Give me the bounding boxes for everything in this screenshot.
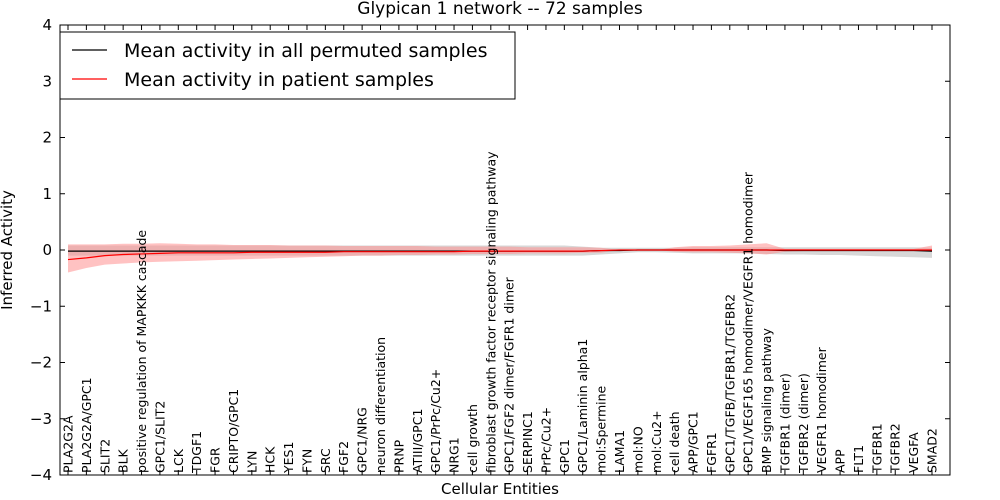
y-tick-label: 0 [42, 241, 52, 259]
category-label: GPC1/Laminin alpha1 [575, 339, 590, 473]
y-tick-label: 3 [42, 72, 52, 90]
category-label: LCK [171, 448, 186, 473]
category-label: GPC1/PrPc/Cu2+ [428, 369, 443, 473]
legend-label: Mean activity in all permuted samples [124, 40, 487, 62]
category-label: FGR [208, 447, 223, 473]
category-label: FGFR1 [704, 432, 719, 473]
category-label: BLK [116, 448, 131, 473]
y-tick-label: 1 [42, 185, 52, 203]
category-label: SLIT2 [97, 439, 112, 473]
legend: Mean activity in all permuted samples Mea… [59, 31, 516, 100]
category-label: SRC [318, 448, 333, 473]
category-label: positive regulation of MAPKKK cascade [134, 230, 149, 473]
category-label: FLT1 [851, 445, 866, 473]
category-label: ATIII/GPC1 [410, 409, 425, 473]
y-axis-label: Inferred Activity [0, 190, 16, 310]
category-label: fibroblast growth factor receptor signal… [483, 151, 498, 473]
category-label: YES1 [281, 442, 296, 474]
legend-box [59, 31, 516, 100]
y-tick-label: −2 [30, 354, 52, 372]
confidence-bands [68, 243, 932, 273]
category-label: PRNP [391, 439, 406, 473]
category-label: mol:Spermine [594, 385, 609, 473]
category-label: APP/GPC1 [686, 411, 701, 473]
chart-title: Glypican 1 network -- 72 samples [357, 0, 643, 19]
line-series-1 [67, 249, 932, 261]
category-label: GPC1/VEGF165 homodimer/VEGFR1 homodimer [741, 171, 756, 473]
category-label: VEGFR1 homodimer [814, 346, 829, 473]
category-label: mol:NO [630, 426, 645, 473]
y-axis-ticks: −4 −3 −2 −1 0 1 2 3 4 [30, 16, 950, 484]
category-label: PLA2G2A [61, 415, 76, 473]
category-label: TGFBR1 [869, 423, 884, 474]
category-label: BMP signaling pathway [759, 328, 774, 473]
category-label: TGFBR2 [888, 423, 903, 474]
category-label: cell growth [465, 404, 480, 473]
category-label: cell death [667, 411, 682, 473]
category-label: VEGFA [906, 432, 921, 473]
category-label: SMAD2 [925, 428, 940, 473]
category-label: APP [833, 449, 848, 473]
category-label: PLA2G2A/GPC1 [79, 377, 94, 473]
y-tick-label: 4 [42, 16, 52, 34]
category-label: LYN [244, 451, 259, 473]
y-tick-label: −1 [30, 297, 52, 315]
category-label: TGFBR1 (dimer) [777, 373, 792, 474]
y-tick-label: −4 [30, 466, 52, 484]
legend-label: Mean activity in patient samples [124, 69, 434, 91]
category-label: CRIPTO/GPC1 [226, 389, 241, 473]
category-label: GPC1/TGFB/TGFBR1/TGFBR2 [722, 294, 737, 473]
category-labels: PLA2G2A PLA2G2A/GPC1 SLIT2 BLK positive regu… [61, 25, 940, 475]
series-lines [67, 249, 933, 261]
y-tick-label: 2 [42, 129, 52, 147]
category-label: NRG1 [447, 437, 462, 473]
category-label: neuron differentiation [373, 337, 388, 473]
plot-frame [59, 24, 951, 476]
category-label: LAMA1 [612, 430, 627, 473]
category-label: mol:Cu2+ [649, 410, 664, 473]
x-axis-label: Cellular Entities [441, 480, 559, 498]
category-label: GPC1/SLIT2 [152, 401, 167, 473]
category-label: TDGF1 [189, 431, 204, 474]
category-label: TGFBR2 (dimer) [796, 373, 811, 474]
y-tick-label: −3 [30, 410, 52, 428]
category-label: GPC1/NRG [355, 407, 370, 473]
category-label: FGF2 [336, 441, 351, 473]
category-label: HCK [263, 446, 278, 473]
category-label: FYN [299, 449, 314, 473]
category-label: GPC1 [557, 439, 572, 473]
category-label: GPC1/FGF2 dimer/FGFR1 dimer [502, 276, 517, 473]
category-label: PrPc/Cu2+ [538, 407, 553, 473]
category-label: SERPINC1 [520, 411, 535, 473]
